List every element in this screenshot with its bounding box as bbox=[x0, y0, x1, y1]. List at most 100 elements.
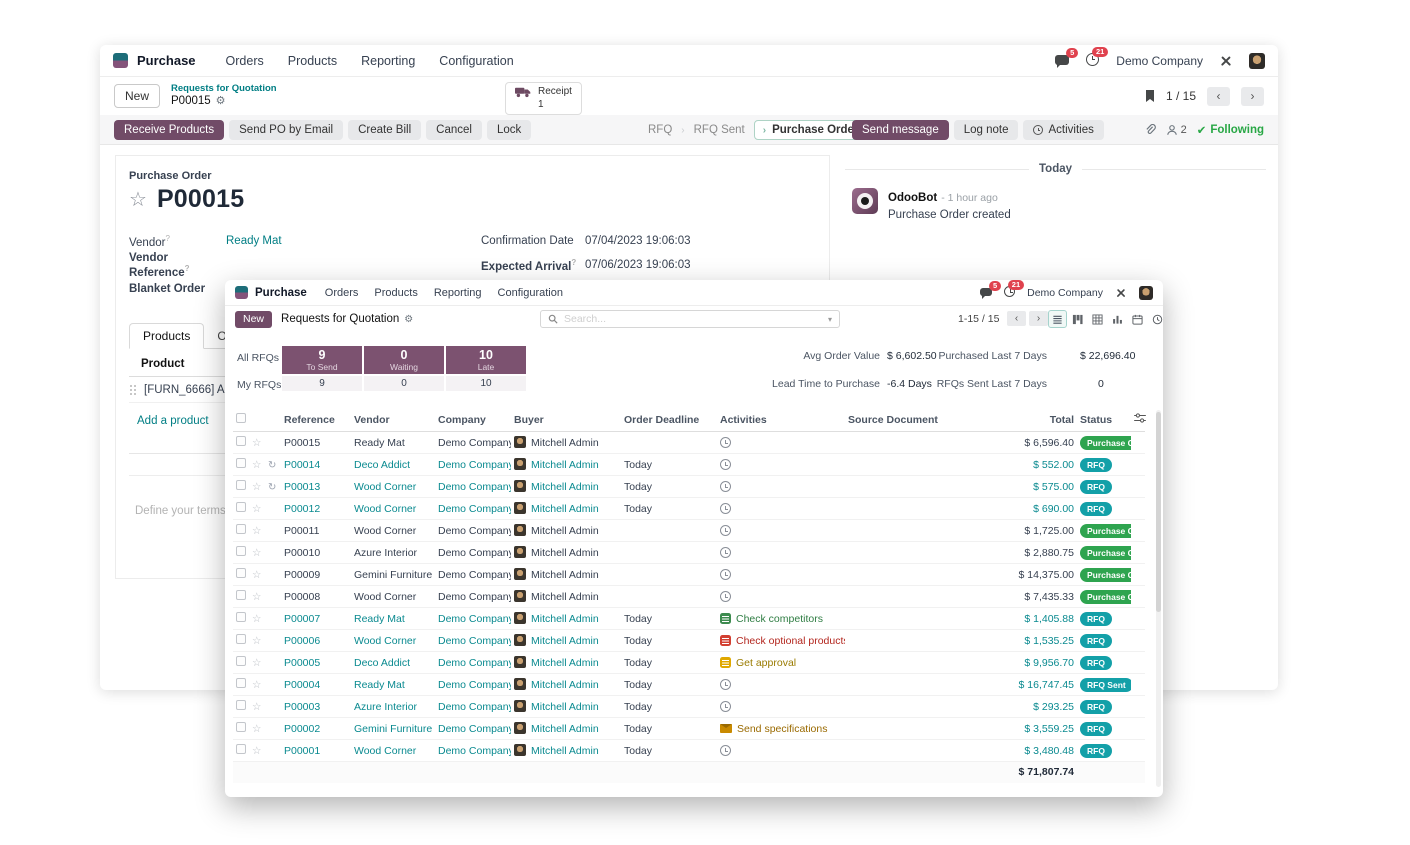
menu-products[interactable]: Products bbox=[287, 53, 338, 68]
row-checkbox[interactable] bbox=[236, 436, 246, 446]
row-checkbox[interactable] bbox=[236, 458, 246, 468]
cell-activities[interactable] bbox=[717, 695, 845, 718]
new-button[interactable]: New bbox=[235, 310, 273, 328]
row-checkbox[interactable] bbox=[236, 722, 246, 732]
header-company[interactable]: Company bbox=[435, 408, 511, 432]
header-order-deadline[interactable]: Order Deadline bbox=[621, 408, 717, 432]
cell-reference[interactable]: P00002 bbox=[281, 717, 351, 740]
cell-activities[interactable] bbox=[717, 497, 845, 520]
stage-purchase-order-active[interactable]: › Purchase Order bbox=[753, 120, 870, 140]
table-row[interactable]: ☆ ↻ P00011 Wood Corner Demo Company Mitc… bbox=[233, 519, 1145, 542]
row-checkbox[interactable] bbox=[236, 590, 246, 600]
favorite-star-icon[interactable]: ☆ bbox=[252, 744, 262, 757]
cell-reference[interactable]: P00013 bbox=[281, 475, 351, 498]
debug-tools-icon[interactable] bbox=[1220, 55, 1232, 67]
view-list-button[interactable] bbox=[1048, 310, 1067, 328]
activity-icon[interactable] bbox=[720, 547, 731, 559]
cancel-button[interactable]: Cancel bbox=[426, 119, 482, 140]
cell-activities[interactable] bbox=[717, 431, 845, 454]
cell-reference[interactable]: P00001 bbox=[281, 739, 351, 762]
row-checkbox[interactable] bbox=[236, 744, 246, 754]
purchase-app-icon[interactable] bbox=[113, 53, 128, 68]
cell-activities[interactable] bbox=[717, 739, 845, 762]
table-row[interactable]: ☆ ↻ P00007 Ready Mat Demo Company Mitche… bbox=[233, 607, 1145, 630]
favorite-star-icon[interactable]: ☆ bbox=[252, 678, 262, 691]
company-switcher[interactable]: Demo Company bbox=[1116, 53, 1203, 68]
receipt-smart-button[interactable]: Receipt 1 bbox=[505, 82, 582, 115]
followers-counter[interactable]: 2 bbox=[1166, 124, 1187, 136]
lock-button[interactable]: Lock bbox=[486, 119, 532, 140]
cell-activities[interactable] bbox=[717, 453, 845, 476]
header-total[interactable]: Total bbox=[993, 408, 1077, 432]
activity-icon[interactable] bbox=[720, 635, 731, 647]
app-name[interactable]: Purchase bbox=[137, 53, 196, 68]
drag-handle-icon[interactable] bbox=[130, 384, 138, 395]
favorite-star-icon[interactable]: ☆ bbox=[252, 590, 262, 603]
action-gear-icon[interactable]: ⚙ bbox=[215, 95, 226, 108]
cell-reference[interactable]: P00011 bbox=[281, 519, 351, 542]
cell-activities[interactable] bbox=[717, 563, 845, 586]
view-graph-button[interactable] bbox=[1108, 310, 1127, 328]
menu-reporting[interactable]: Reporting bbox=[361, 53, 416, 68]
log-note-button[interactable]: Log note bbox=[953, 120, 1019, 140]
row-checkbox[interactable] bbox=[236, 546, 246, 556]
table-row[interactable]: ☆ ↻ P00001 Wood Corner Demo Company Mitc… bbox=[233, 739, 1145, 762]
row-checkbox[interactable] bbox=[236, 524, 246, 534]
select-all-checkbox[interactable] bbox=[236, 413, 246, 423]
breadcrumb-parent[interactable]: Requests for Quotation bbox=[171, 82, 277, 94]
table-row[interactable]: ☆ ↻ P00014 Deco Addict Demo Company Mitc… bbox=[233, 453, 1145, 476]
table-row[interactable]: ☆ ↻ P00006 Wood Corner Demo Company Mitc… bbox=[233, 629, 1145, 652]
stage-rfq[interactable]: RFQ bbox=[648, 124, 673, 136]
table-row[interactable]: ☆ ↻ P00012 Wood Corner Demo Company Mitc… bbox=[233, 497, 1145, 520]
view-kanban-button[interactable] bbox=[1068, 310, 1087, 328]
purchase-app-icon[interactable] bbox=[235, 286, 248, 299]
activity-icon[interactable] bbox=[720, 745, 731, 757]
cell-reference[interactable]: P00010 bbox=[281, 541, 351, 564]
favorite-star-icon[interactable]: ☆ bbox=[252, 436, 262, 449]
new-button[interactable]: New bbox=[114, 84, 161, 108]
user-avatar[interactable] bbox=[1249, 52, 1265, 69]
cell-activities[interactable] bbox=[717, 673, 845, 696]
menu-reporting[interactable]: Reporting bbox=[433, 286, 482, 299]
activities-button[interactable]: Activities bbox=[1023, 120, 1104, 140]
cell-activities[interactable] bbox=[717, 475, 845, 498]
row-checkbox[interactable] bbox=[236, 502, 246, 512]
activities-clock-icon[interactable]: 21 bbox=[1086, 46, 1109, 69]
cell-reference[interactable]: P00003 bbox=[281, 695, 351, 718]
cell-activities[interactable]: Check optional products bbox=[717, 629, 845, 652]
debug-tools-icon[interactable] bbox=[1116, 287, 1126, 297]
favorite-star-icon[interactable]: ☆ bbox=[252, 458, 262, 471]
favorite-star-icon[interactable]: ☆ bbox=[129, 189, 147, 211]
row-checkbox[interactable] bbox=[236, 634, 246, 644]
search-input[interactable]: Search... ▾ bbox=[540, 310, 840, 328]
pager-next-button[interactable]: › bbox=[1029, 311, 1048, 326]
activity-icon[interactable] bbox=[720, 569, 731, 581]
menu-configuration[interactable]: Configuration bbox=[497, 286, 563, 299]
my-late-count[interactable]: 10 bbox=[446, 376, 526, 391]
message-author[interactable]: OdooBot bbox=[888, 192, 938, 204]
table-row[interactable]: ☆ ↻ P00010 Azure Interior Demo Company M… bbox=[233, 541, 1145, 564]
view-activity-button[interactable] bbox=[1148, 310, 1163, 328]
header-vendor[interactable]: Vendor bbox=[351, 408, 435, 432]
adjust-columns-icon[interactable] bbox=[1131, 408, 1146, 432]
row-checkbox[interactable] bbox=[236, 656, 246, 666]
header-buyer[interactable]: Buyer bbox=[511, 408, 621, 432]
row-checkbox[interactable] bbox=[236, 612, 246, 622]
cell-activities[interactable] bbox=[717, 585, 845, 608]
cell-reference[interactable]: P00007 bbox=[281, 607, 351, 630]
activity-icon[interactable] bbox=[720, 679, 731, 691]
send-po-by-email-button[interactable]: Send PO by Email bbox=[229, 119, 344, 140]
row-checkbox[interactable] bbox=[236, 678, 246, 688]
stage-rfq-sent[interactable]: RFQ Sent bbox=[693, 124, 745, 136]
app-name[interactable]: Purchase bbox=[255, 286, 307, 299]
activity-icon[interactable] bbox=[720, 701, 731, 713]
cell-reference[interactable]: P00014 bbox=[281, 453, 351, 476]
menu-products[interactable]: Products bbox=[374, 286, 418, 299]
terms-placeholder[interactable]: Define your terms and bbox=[135, 505, 249, 517]
table-row[interactable]: ☆ ↻ P00005 Deco Addict Demo Company Mitc… bbox=[233, 651, 1145, 674]
favorite-star-icon[interactable]: ☆ bbox=[252, 480, 262, 493]
favorite-star-icon[interactable]: ☆ bbox=[252, 568, 262, 581]
pager-previous-button[interactable]: ‹ bbox=[1007, 311, 1026, 326]
cell-reference[interactable]: P00012 bbox=[281, 497, 351, 520]
activity-icon[interactable] bbox=[720, 525, 731, 537]
